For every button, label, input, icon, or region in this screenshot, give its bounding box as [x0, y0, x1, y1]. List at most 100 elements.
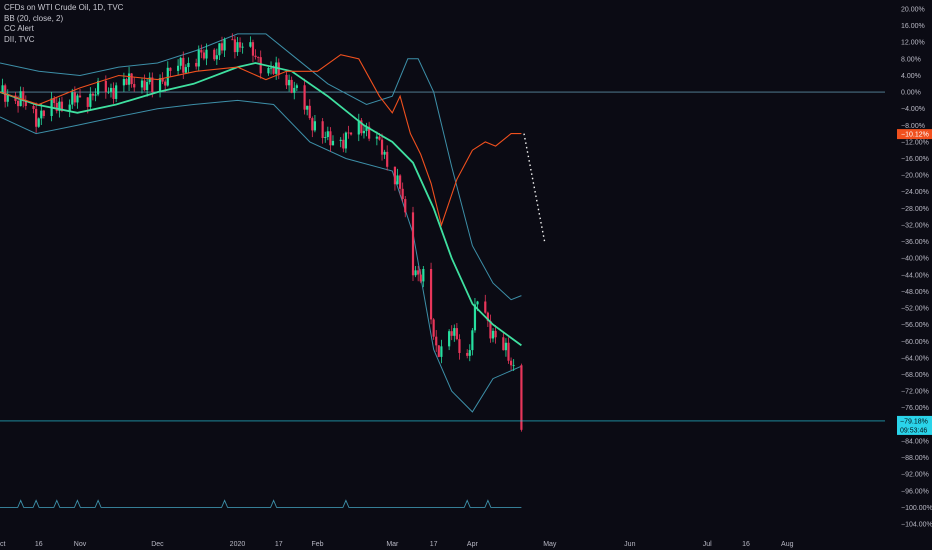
candle-body [512, 365, 515, 367]
candle [453, 324, 456, 342]
candle-body [494, 330, 497, 338]
candle [455, 323, 458, 341]
candle [295, 83, 298, 92]
candle [329, 127, 332, 152]
y-tick-label: −32.00% [901, 222, 929, 229]
candle [42, 109, 45, 119]
candle-body [205, 49, 208, 59]
candle [507, 337, 510, 364]
y-tick-label: −92.00% [901, 472, 929, 479]
candle-body [249, 42, 252, 47]
x-tick-label: Nov [74, 541, 87, 548]
candle-body [125, 79, 128, 85]
projection-group [523, 133, 546, 242]
candle [383, 149, 386, 159]
candle [143, 74, 146, 92]
legend-cc-alert[interactable]: CC Alert [4, 24, 34, 33]
y-tick-label: −36.00% [901, 239, 929, 246]
y-tick-label: −52.00% [901, 306, 929, 313]
candle-body [22, 91, 25, 102]
x-tick-label: Oct [0, 541, 5, 548]
y-tick-label: −72.00% [901, 389, 929, 396]
candle-body [272, 67, 275, 74]
y-axis: 20.00% 16.00% 12.00% 8.00% 4.00% 0.00% −4.00% −… [901, 7, 932, 529]
y-tick-label: 16.00% [901, 23, 925, 30]
candle [140, 78, 144, 94]
candle [115, 82, 118, 103]
candle-body [295, 85, 298, 88]
candle-body [96, 80, 100, 95]
candle-body [331, 140, 335, 146]
candle-body [177, 65, 180, 71]
candle-body [32, 106, 35, 109]
candle [257, 56, 260, 63]
candle-body [6, 95, 9, 102]
candle-body [143, 80, 146, 91]
candle-body [158, 78, 162, 93]
candle [202, 49, 206, 61]
countdown-text: 09:53:46 [900, 427, 927, 434]
legend-bb[interactable]: BB (20, close, 2) [4, 13, 64, 23]
x-tick-label: 16 [742, 541, 750, 548]
candle [339, 137, 342, 148]
candle-body [267, 67, 270, 74]
candle-body [288, 79, 291, 86]
candle-body [187, 62, 190, 68]
candle [285, 70, 288, 90]
candle [169, 67, 172, 77]
candle-body [130, 73, 133, 85]
candle [422, 266, 425, 288]
candle-body [179, 57, 182, 66]
candle [35, 102, 38, 133]
candle-body [458, 339, 461, 353]
y-tick-label: −64.00% [901, 355, 929, 362]
candle [40, 103, 43, 125]
candle [249, 36, 252, 48]
y-tick-label: −12.00% [901, 139, 929, 146]
candle [251, 39, 255, 63]
legend-symbol[interactable]: CFDs on WTI Crude Oil, 1D, TVC [4, 3, 124, 12]
candle-body [220, 43, 224, 51]
candle-body [166, 67, 169, 86]
legend-dii[interactable]: DII, TVC [4, 34, 35, 44]
y-tick-label: −68.00% [901, 372, 929, 379]
candle-body [55, 102, 58, 111]
y-tick-label: −44.00% [901, 272, 929, 279]
candle-body [16, 100, 20, 107]
candle-body [507, 342, 510, 361]
candle [94, 88, 97, 102]
candle-body [91, 93, 95, 96]
candle-body [491, 330, 495, 339]
candle-body [471, 330, 474, 351]
candle [58, 97, 61, 118]
candle-body [290, 79, 293, 93]
candle [109, 83, 113, 98]
candle [326, 126, 329, 141]
candle [450, 325, 453, 341]
bollinger-bands [0, 33, 522, 413]
candle-body [476, 301, 479, 305]
candle [1, 78, 4, 94]
candle [89, 87, 92, 111]
candle [182, 51, 185, 80]
candle-body [398, 175, 402, 189]
candle [491, 328, 495, 343]
candle-body [378, 136, 381, 140]
compare-value-badge [897, 129, 932, 140]
candle-body [375, 136, 378, 139]
candle-body [344, 132, 347, 149]
candle-body [161, 78, 164, 82]
candle [4, 83, 7, 108]
candle-body [104, 80, 107, 93]
candle-body [486, 312, 489, 321]
candle [303, 78, 306, 115]
x-tick-label: Dec [151, 541, 164, 548]
candle-body [448, 331, 451, 347]
candle-body [148, 77, 151, 83]
candle-body [293, 87, 296, 93]
candle-body [40, 110, 43, 119]
candle-body [414, 270, 417, 276]
candle [68, 99, 71, 118]
candle-body [484, 301, 487, 313]
